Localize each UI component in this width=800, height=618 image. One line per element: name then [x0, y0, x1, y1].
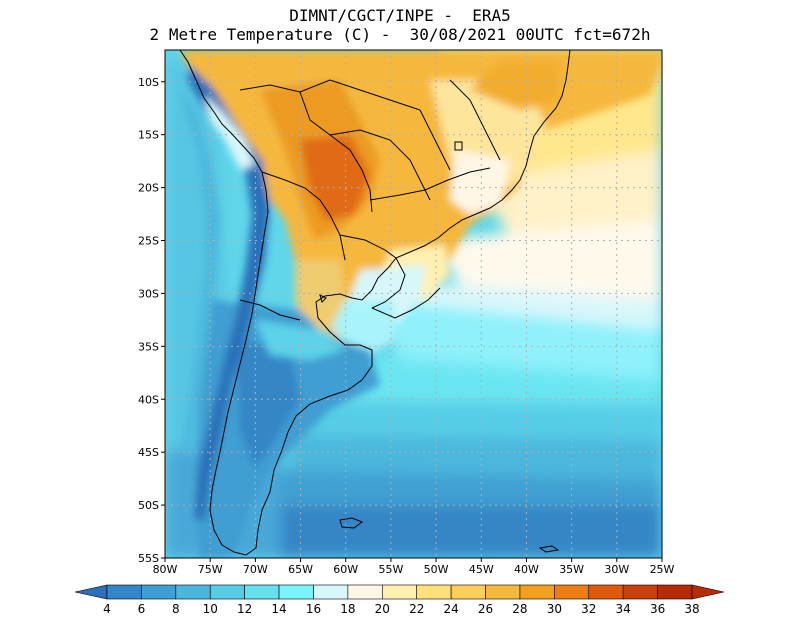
coastlines: [179, 50, 571, 556]
latitude-axis: 10S 15S 20S 25S 30S 35S 40S 45S 50S 55S: [138, 76, 165, 565]
lon-tick-label: 75W: [198, 563, 223, 576]
lat-tick-label: 20S: [138, 182, 159, 195]
lat-tick-label: 40S: [138, 393, 159, 406]
lon-tick-label: 60W: [333, 563, 358, 576]
colorbar: 4 6 8 10 12 14 16 18 20 22 24 26 28 30 32 34 36 38: [74, 584, 725, 616]
lat-tick-label: 15S: [138, 129, 159, 142]
colorbar-swatch: [519, 584, 555, 600]
colorbar-swatch: [450, 584, 486, 600]
colorbar-swatch: [106, 584, 142, 600]
lon-tick-label: 50W: [424, 563, 449, 576]
map-title-line1: DIMNT/CGCT/INPE - ERA5: [289, 6, 511, 25]
colorbar-swatch: [347, 584, 383, 600]
colorbar-label: 32: [581, 602, 596, 616]
colorbar-swatch: [175, 584, 211, 600]
colorbar-label: 28: [512, 602, 527, 616]
colorbar-arrow-high: [691, 584, 725, 600]
colorbar-label: 16: [306, 602, 321, 616]
colorbar-swatch: [313, 584, 349, 600]
lat-tick-label: 25S: [138, 235, 159, 248]
lat-tick-label: 50S: [138, 499, 159, 512]
lat-tick-label: 10S: [138, 76, 159, 89]
map-gridlines: [165, 50, 662, 558]
lat-tick-label: 55S: [138, 552, 159, 565]
colorbar-swatch: [141, 584, 177, 600]
colorbar-swatch: [416, 584, 452, 600]
lon-tick-label: 65W: [288, 563, 313, 576]
lat-tick-label: 30S: [138, 287, 159, 300]
lon-tick-label: 70W: [243, 563, 268, 576]
lon-tick-label: 80W: [153, 563, 178, 576]
colorbar-label: 30: [547, 602, 562, 616]
lon-tick-label: 45W: [469, 563, 494, 576]
colorbar-label: 18: [340, 602, 355, 616]
colorbar-swatch: [278, 584, 314, 600]
lon-tick-label: 40W: [514, 563, 539, 576]
map-title-line2: 2 Metre Temperature (C) - 30/08/2021 00U…: [149, 25, 651, 44]
colorbar-label: 24: [443, 602, 458, 616]
colorbar-label: 36: [650, 602, 665, 616]
colorbar-swatch: [381, 584, 418, 600]
map-frame: [164, 49, 663, 559]
colorbar-label: 14: [271, 602, 286, 616]
colorbar-swatch: [554, 584, 590, 600]
colorbar-label: 4: [103, 602, 111, 616]
colorbar-swatch: [209, 584, 245, 600]
colorbar-swatch: [657, 584, 693, 600]
colorbar-label: 20: [375, 602, 390, 616]
longitude-axis: 80W 75W 70W 65W 60W 55W 50W 45W 40W 35W 30W 25W: [153, 558, 675, 576]
colorbar-swatch: [588, 584, 624, 600]
lat-tick-label: 35S: [138, 340, 159, 353]
colorbar-swatch: [485, 584, 521, 600]
colorbar-label: 12: [237, 602, 252, 616]
colorbar-label: 34: [616, 602, 631, 616]
colorbar-arrow-low: [74, 584, 108, 600]
lon-tick-label: 30W: [604, 563, 629, 576]
lon-tick-label: 25W: [650, 563, 675, 576]
lat-tick-label: 45S: [138, 446, 159, 459]
colorbar-swatch: [244, 584, 280, 600]
lon-tick-label: 55W: [378, 563, 403, 576]
colorbar-swatch: [622, 584, 658, 600]
lon-tick-label: 35W: [559, 563, 584, 576]
colorbar-label: 6: [138, 602, 146, 616]
colorbar-label: 8: [172, 602, 180, 616]
colorbar-label: 26: [478, 602, 493, 616]
colorbar-label: 22: [409, 602, 424, 616]
colorbar-label: 38: [684, 602, 699, 616]
colorbar-label: 10: [203, 602, 218, 616]
temperature-field: [165, 50, 662, 558]
